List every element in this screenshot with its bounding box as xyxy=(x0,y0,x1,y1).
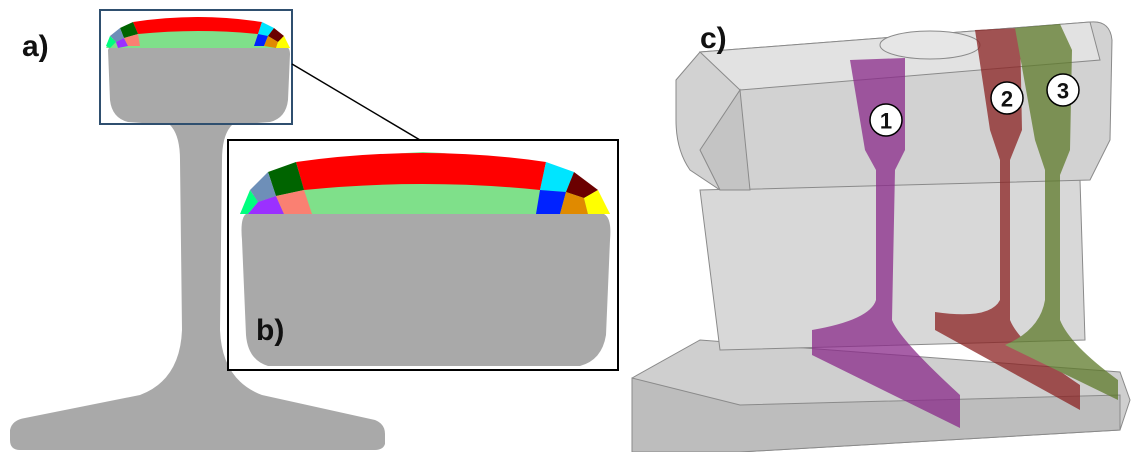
marker-1: 1 xyxy=(870,104,902,136)
panel-label: c) xyxy=(700,22,727,55)
marker-3: 3 xyxy=(1047,74,1079,106)
figure: 1 2 3 a) b) c) xyxy=(0,0,1135,452)
page: 1 2 3 a) b) c) (() => { const data = JSO… xyxy=(0,0,1135,452)
marker-2: 2 xyxy=(991,82,1023,114)
zoom-view xyxy=(228,140,618,370)
marker-label: 3 xyxy=(1057,79,1069,104)
panel-label: b) xyxy=(256,314,284,347)
marker-label: 1 xyxy=(880,109,892,134)
panel-label: a) xyxy=(22,30,49,63)
marker-label: 2 xyxy=(1001,87,1013,112)
